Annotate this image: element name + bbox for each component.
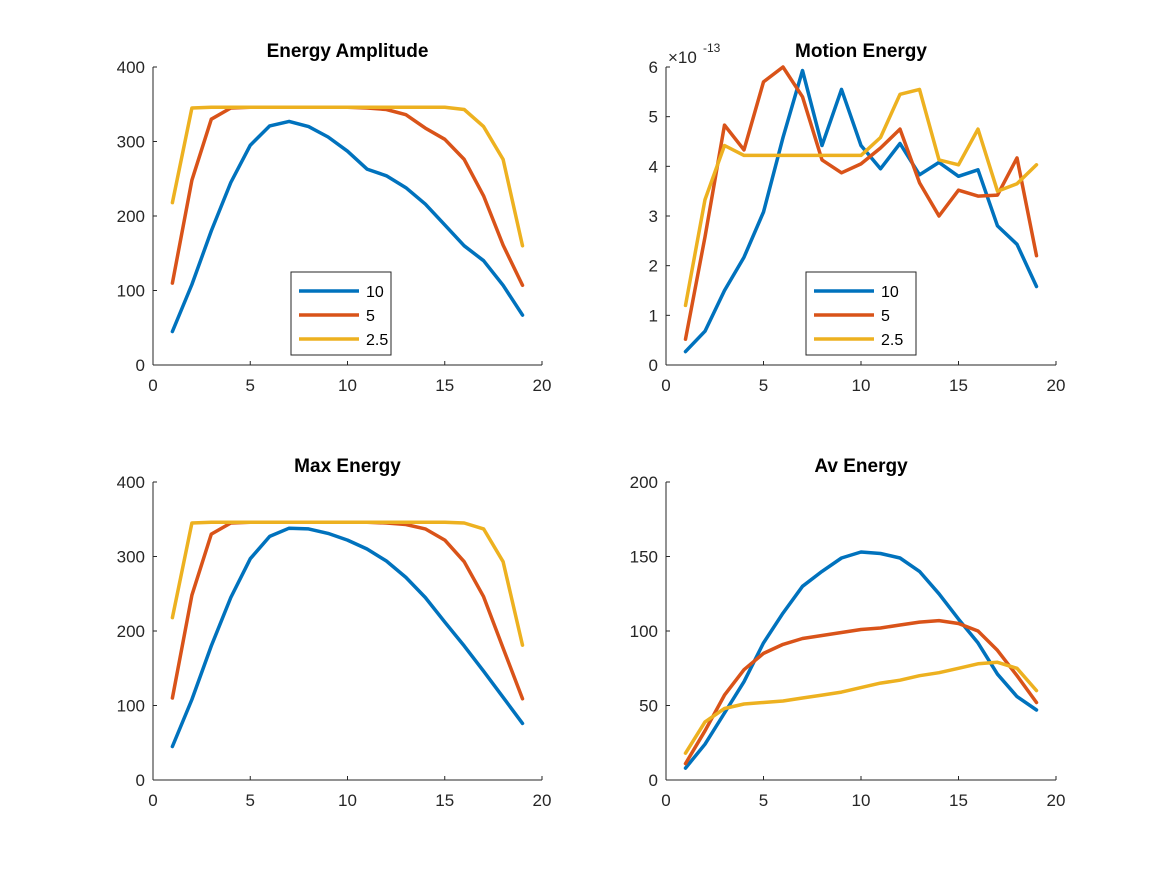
x-tick-label: 15 (435, 791, 454, 810)
legend-entry: 5 (366, 308, 375, 325)
y-tick-label: 3 (649, 207, 658, 226)
chart-title: Av Energy (814, 456, 908, 477)
series-line-5 (683, 65, 1039, 341)
x-tick-label: 15 (435, 376, 454, 395)
y-exponent-power: -13 (703, 41, 721, 55)
y-tick-label: 100 (117, 697, 145, 716)
x-tick-label: 0 (661, 376, 670, 395)
y-tick-label: 400 (117, 58, 145, 77)
y-tick-label: 100 (117, 282, 145, 301)
x-tick-label: 20 (533, 791, 552, 810)
legend-entry: 10 (881, 284, 899, 301)
series-line-10 (170, 526, 525, 749)
chart-title: Motion Energy (795, 41, 927, 62)
y-tick-label: 300 (117, 548, 145, 567)
series-line-2.5 (683, 660, 1039, 755)
series-line-10 (683, 68, 1039, 354)
legend-entry: 2.5 (366, 332, 388, 349)
y-tick-label: 100 (630, 622, 658, 641)
x-tick-label: 10 (852, 791, 871, 810)
series-line-2.5 (170, 520, 525, 647)
y-tick-label: 2 (649, 257, 658, 276)
x-tick-label: 5 (759, 791, 768, 810)
y-tick-label: 400 (117, 473, 145, 492)
legend-entry: 5 (881, 308, 890, 325)
y-tick-label: 0 (136, 771, 145, 790)
x-tick-label: 5 (246, 791, 255, 810)
y-tick-label: 300 (117, 133, 145, 152)
x-tick-label: 0 (148, 376, 157, 395)
y-tick-label: 1 (649, 306, 658, 325)
x-tick-label: 0 (661, 791, 670, 810)
x-tick-label: 10 (338, 376, 357, 395)
y-tick-label: 200 (117, 622, 145, 641)
y-tick-label: 6 (649, 58, 658, 77)
series-line-2.5 (170, 105, 525, 248)
series-line-5 (683, 618, 1039, 766)
y-tick-label: 0 (649, 771, 658, 790)
x-tick-label: 20 (1047, 791, 1066, 810)
legend: 10 5 2.5 (290, 271, 392, 356)
y-tick-label: 5 (649, 108, 658, 127)
y-tick-label: 0 (649, 356, 658, 375)
chart-title: Energy Amplitude (267, 41, 429, 62)
x-tick-label: 5 (246, 376, 255, 395)
series-line-10 (683, 550, 1039, 770)
x-tick-label: 5 (759, 376, 768, 395)
series-line-10 (170, 119, 525, 334)
series-line-2.5 (683, 87, 1039, 308)
x-tick-label: 0 (148, 791, 157, 810)
chart-title: Max Energy (294, 456, 401, 477)
y-tick-label: 0 (136, 356, 145, 375)
x-tick-label: 15 (949, 791, 968, 810)
y-tick-label: 50 (639, 697, 658, 716)
legend-entry: 2.5 (881, 332, 903, 349)
x-tick-label: 10 (338, 791, 357, 810)
subplot-1: 0 5 10 15 20 0 1 2 3 4 5 6 Motion Energy ×10 -13 10 5 2.5 (649, 41, 1066, 395)
x-tick-label: 10 (852, 376, 871, 395)
y-tick-label: 150 (630, 548, 658, 567)
x-tick-label: 15 (949, 376, 968, 395)
y-tick-label: 200 (630, 473, 658, 492)
x-tick-label: 20 (533, 376, 552, 395)
legend: 10 5 2.5 (805, 271, 917, 356)
y-exponent-base: ×10 (668, 48, 697, 67)
y-tick-label: 4 (649, 157, 658, 176)
y-tick-label: 200 (117, 207, 145, 226)
legend-entry: 10 (366, 284, 384, 301)
x-tick-label: 20 (1047, 376, 1066, 395)
